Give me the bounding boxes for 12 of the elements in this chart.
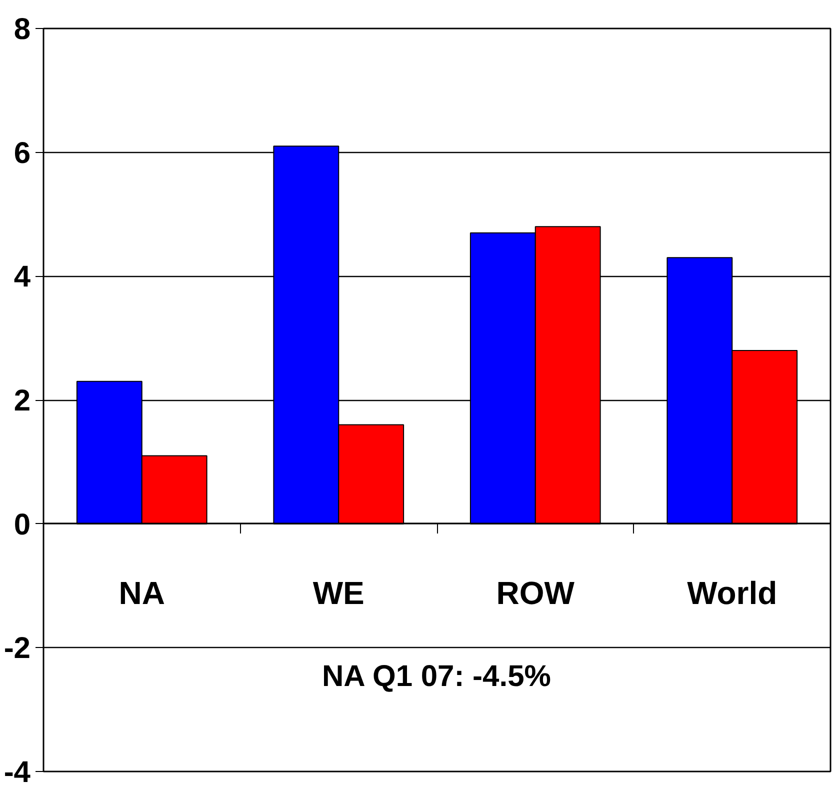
y-tick-label: 6 (14, 136, 31, 170)
y-tick-label: -2 (4, 632, 31, 666)
y-tick-label: -4 (4, 756, 31, 789)
x-tick-label: ROW (496, 574, 576, 611)
x-tick-label: World (687, 574, 778, 611)
x-tick-label: WE (312, 574, 364, 611)
y-tick-label: 2 (14, 384, 31, 418)
y-tick-label: 8 (14, 13, 31, 46)
annotation: NA Q1 07: -4.5% (322, 660, 551, 693)
y-tick-label: 0 (14, 508, 31, 542)
x-tick-label: NA (118, 574, 165, 611)
y-tick-label: 4 (14, 260, 31, 294)
